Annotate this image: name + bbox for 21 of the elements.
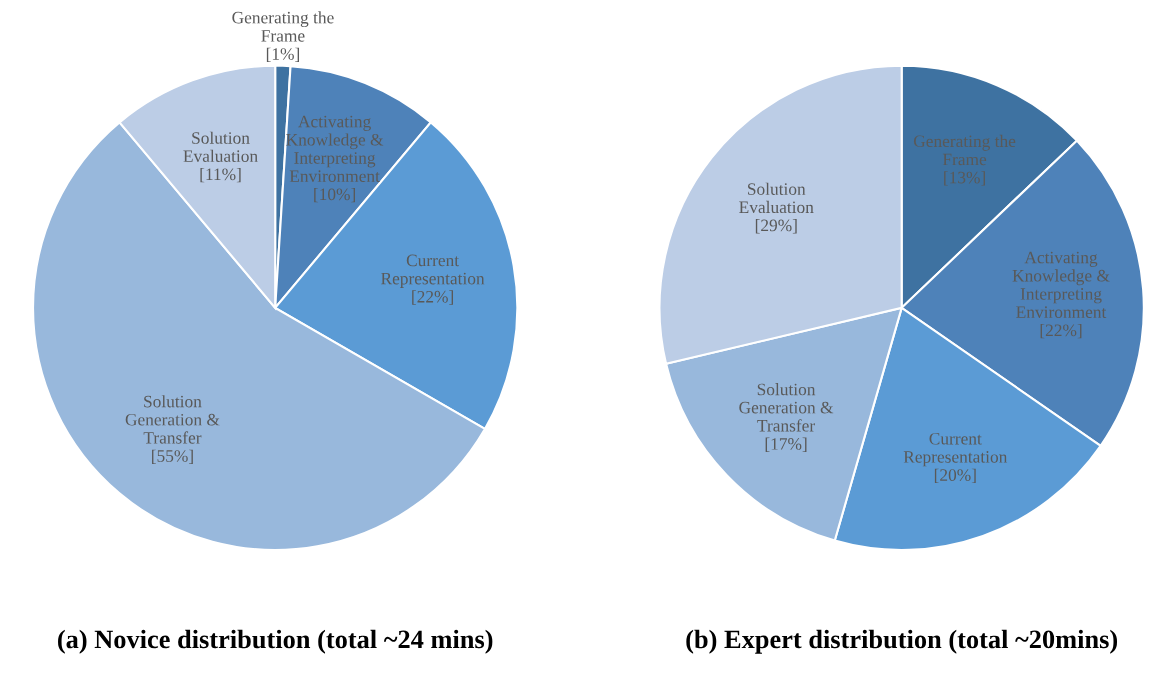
slice-label: Generating the Frame: [232, 11, 334, 42]
slice-label: Solution Evaluation: [739, 182, 814, 214]
data-label: [10%]: [314, 187, 355, 203]
slice-label: Generating the Frame: [913, 134, 1016, 166]
slice-label: Solution Generation & Transfer: [125, 395, 220, 444]
data-label: [13%]: [944, 171, 985, 186]
slice-label: Activating Knowledge & Interpreting Environment: [1012, 251, 1110, 318]
slice-label: Current Representation: [381, 254, 485, 288]
data-label: [17%]: [765, 437, 807, 452]
slice-label: Solution Generation & Transfer: [739, 383, 834, 432]
data-label: [29%]: [755, 219, 797, 234]
data-label: [11%]: [200, 167, 241, 183]
text: (b) Expert distribution (total ~20mins): [686, 629, 1118, 654]
slice-label: Solution Evaluation: [183, 131, 258, 162]
text: (a) Novice distribution (total ~24 mins): [58, 629, 493, 654]
data-label: [20%]: [934, 468, 976, 484]
data-label: [22%]: [1040, 323, 1082, 339]
slice-label: Current Representation: [903, 432, 1008, 467]
data-label: [22%]: [412, 290, 453, 305]
data-label: [1%]: [266, 47, 300, 62]
data-label: [55%]: [152, 449, 193, 464]
